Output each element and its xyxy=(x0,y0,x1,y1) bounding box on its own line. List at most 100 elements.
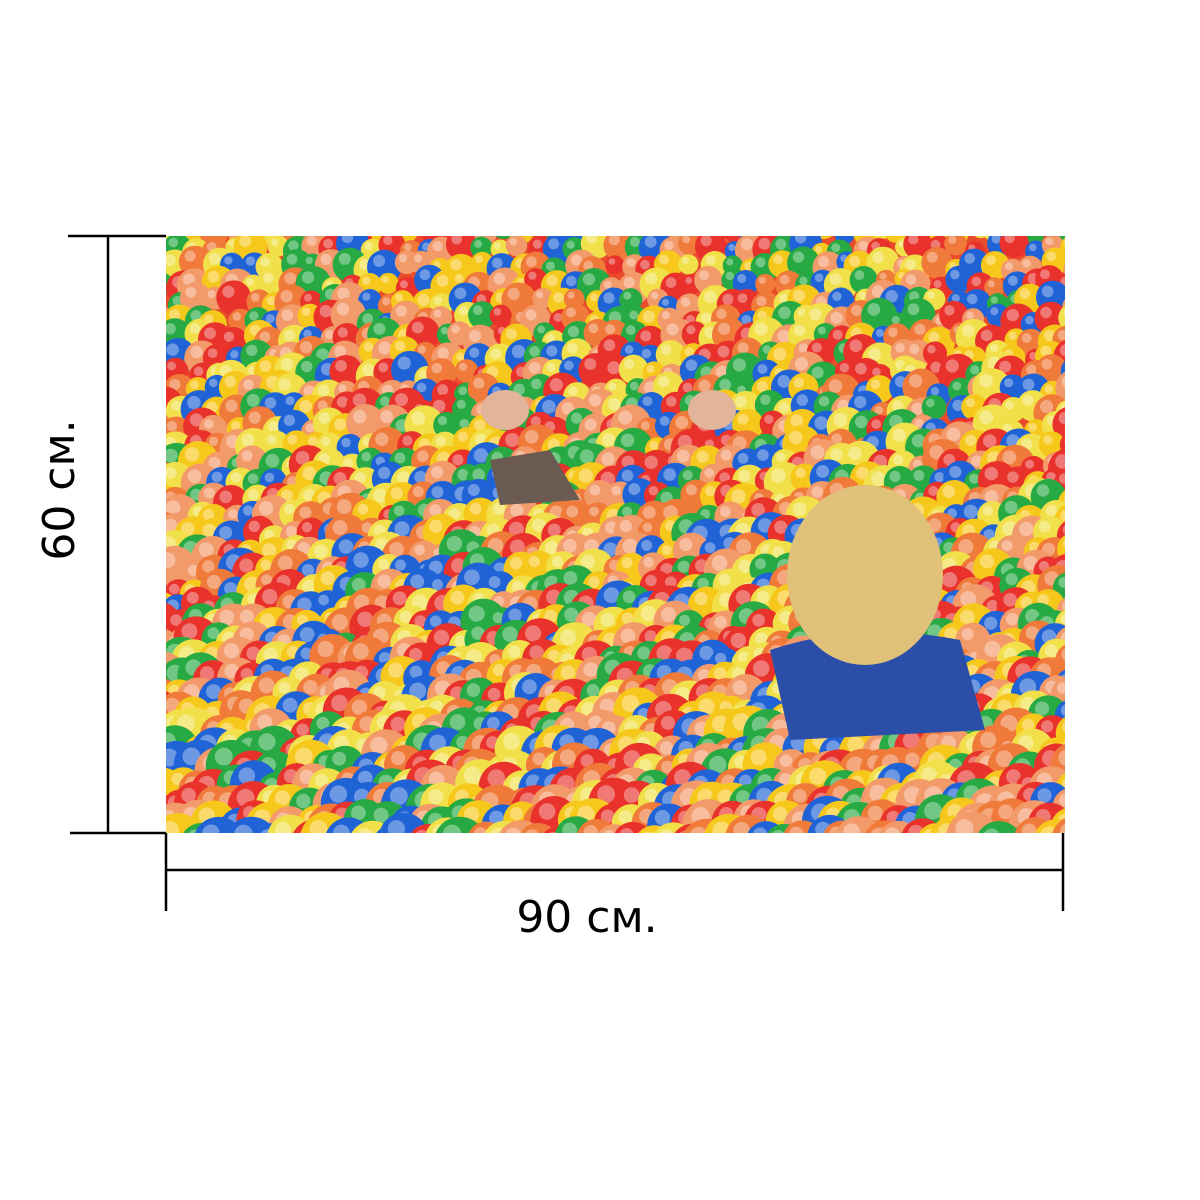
ball-highlight xyxy=(1041,720,1054,733)
ball-highlight xyxy=(1004,500,1018,514)
ball-highlight xyxy=(871,419,882,430)
ball-highlight xyxy=(224,375,236,388)
ball-highlight xyxy=(241,450,253,462)
ball-highlight xyxy=(570,254,582,266)
ball-highlight xyxy=(545,261,555,271)
ball-highlight xyxy=(608,236,620,246)
ball-highlight xyxy=(546,333,555,343)
ball-highlight xyxy=(299,506,312,519)
ball-highlight xyxy=(248,225,255,232)
ball-highlight xyxy=(429,519,443,533)
ball-highlight xyxy=(970,365,980,375)
ball-highlight xyxy=(741,314,752,325)
ball-highlight xyxy=(1006,308,1019,322)
ball xyxy=(584,479,615,511)
ball-highlight xyxy=(624,345,634,354)
ball-highlight xyxy=(757,363,768,375)
ball xyxy=(329,354,363,389)
ball-highlight xyxy=(568,223,578,233)
ball-highlight xyxy=(362,313,374,325)
ball-highlight xyxy=(792,502,807,517)
ball-highlight xyxy=(153,439,164,450)
ball-highlight xyxy=(725,219,735,229)
ball-highlight xyxy=(931,221,942,232)
ball-highlight xyxy=(987,223,994,230)
ball xyxy=(489,304,512,327)
ball-highlight xyxy=(793,324,806,337)
ball-highlight xyxy=(301,271,315,284)
ball-highlight xyxy=(394,452,406,464)
ball-highlight xyxy=(250,293,260,302)
ball-highlight xyxy=(1028,422,1037,432)
ball-highlight xyxy=(450,258,462,271)
ball-highlight xyxy=(1056,682,1065,694)
ball-highlight xyxy=(187,395,201,410)
ball-highlight xyxy=(402,435,413,446)
ball-highlight xyxy=(403,243,412,251)
ball-highlight xyxy=(1002,450,1017,465)
ball-highlight xyxy=(971,455,983,467)
ball xyxy=(1063,263,1065,277)
ball xyxy=(999,236,1029,258)
ball-highlight xyxy=(436,274,449,287)
ball-highlight xyxy=(755,257,766,268)
ball-highlight xyxy=(1064,438,1065,443)
ball-highlight xyxy=(984,616,998,630)
ball-highlight xyxy=(677,560,690,573)
ball-highlight xyxy=(437,415,448,426)
ball-highlight xyxy=(1007,275,1018,286)
ball xyxy=(166,813,204,833)
ball-highlight xyxy=(770,468,786,483)
ball-highlight xyxy=(943,453,956,466)
ball-highlight xyxy=(505,827,522,833)
ball-highlight xyxy=(1004,262,1014,271)
ball xyxy=(605,255,625,275)
ball-highlight xyxy=(989,343,999,353)
ball-highlight xyxy=(536,218,545,227)
ball-highlight xyxy=(364,242,373,251)
ball-highlight xyxy=(797,308,807,317)
ball-highlight xyxy=(166,420,178,432)
ball-highlight xyxy=(737,413,749,425)
ball-highlight xyxy=(433,309,442,318)
ball-highlight xyxy=(546,274,558,287)
ball-highlight xyxy=(795,467,806,478)
ball-highlight xyxy=(794,236,807,244)
ball-highlight xyxy=(354,472,366,484)
ball-highlight xyxy=(283,329,296,342)
ball-highlight xyxy=(608,258,616,265)
ball-highlight xyxy=(271,238,279,246)
ball-highlight xyxy=(143,697,159,713)
ball-highlight xyxy=(777,329,791,343)
ball-highlight xyxy=(1063,240,1065,246)
ball-highlight xyxy=(149,450,162,463)
ball-highlight xyxy=(429,504,442,517)
ball-highlight xyxy=(166,323,176,335)
ball-highlight xyxy=(549,378,563,392)
ball-highlight xyxy=(472,468,485,482)
ball-highlight xyxy=(979,374,993,388)
ball-highlight xyxy=(373,254,386,267)
ball-highlight xyxy=(1005,400,1014,410)
ball-highlight xyxy=(203,487,215,499)
ball-highlight xyxy=(928,486,939,496)
ball-highlight xyxy=(172,296,183,306)
ball-highlight xyxy=(296,723,309,736)
ball-highlight xyxy=(548,238,560,250)
ball-highlight xyxy=(455,221,463,229)
ball-highlight xyxy=(357,828,373,833)
ball-highlight xyxy=(686,325,696,335)
ball-highlight xyxy=(302,466,317,481)
ball-highlight xyxy=(363,341,374,352)
ball-highlight xyxy=(234,824,253,833)
ball xyxy=(1062,299,1065,313)
ball-highlight xyxy=(951,294,960,303)
ball-highlight xyxy=(858,291,867,300)
ball-highlight xyxy=(278,378,291,391)
ball-highlight xyxy=(361,451,371,462)
ball-highlight xyxy=(338,252,351,265)
ball xyxy=(303,236,318,239)
ball-highlight xyxy=(318,412,331,424)
ball-highlight xyxy=(713,667,727,680)
ball xyxy=(179,282,212,314)
